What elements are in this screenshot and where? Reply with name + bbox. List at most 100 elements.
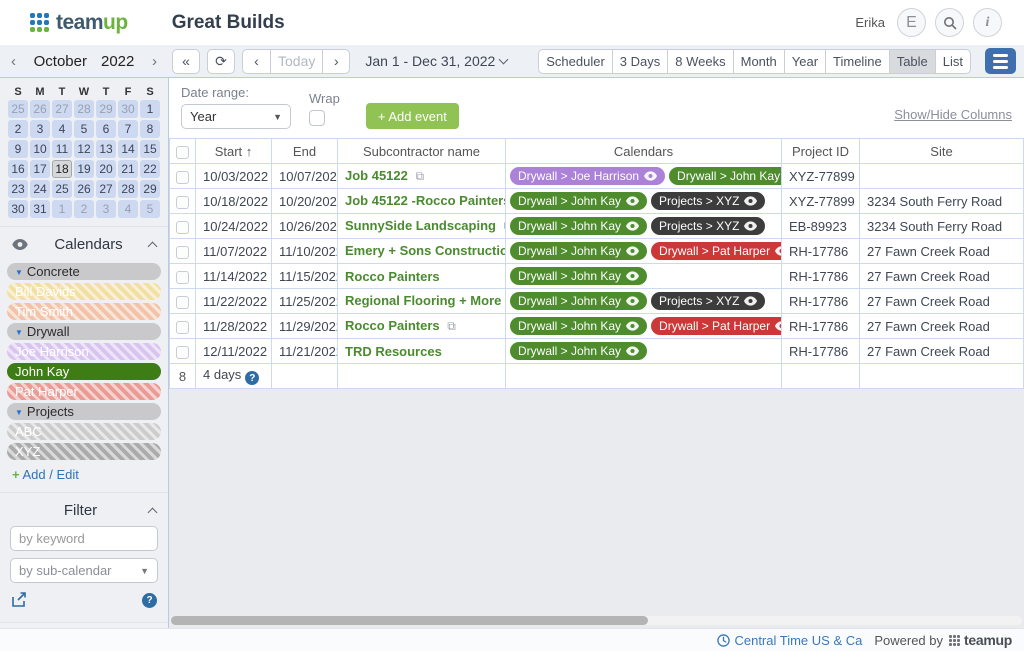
mini-calendar-day[interactable]: 31 (30, 200, 50, 218)
calendar-badge[interactable]: Drywall > John Kay (510, 217, 648, 235)
add-event-button[interactable]: + Add event (365, 103, 459, 129)
show-hide-columns-link[interactable]: Show/Hide Columns (894, 106, 1012, 122)
sub-calendar-abc[interactable]: ABC (7, 423, 161, 440)
column-header-calendars[interactable]: Calendars (505, 138, 782, 164)
refresh-button[interactable]: ⟳ (207, 48, 235, 74)
mini-calendar-day[interactable]: 28 (74, 100, 94, 118)
share-icon[interactable] (11, 592, 28, 608)
mini-calendar-day[interactable]: 3 (30, 120, 50, 138)
mini-calendar-day[interactable]: 1 (140, 100, 160, 118)
calendar-badge[interactable]: Drywall > John Kay (510, 317, 648, 335)
prev-period-button[interactable]: ‹ (242, 48, 270, 74)
mini-calendar-day[interactable]: 28 (118, 180, 138, 198)
mini-calendar-day[interactable]: 20 (96, 160, 116, 178)
calendar-folder-drywall[interactable]: ▼ Drywall (7, 323, 161, 340)
mini-calendar-day[interactable]: 4 (52, 120, 72, 138)
calendars-section-header[interactable]: Calendars (0, 227, 168, 260)
mini-calendar-day[interactable]: 26 (74, 180, 94, 198)
select-all-checkbox[interactable] (176, 145, 189, 159)
wrap-checkbox[interactable] (309, 110, 325, 126)
mini-calendar-day[interactable]: 15 (140, 140, 160, 158)
minical-prev-icon[interactable]: ‹ (11, 52, 16, 70)
user-avatar[interactable]: E (897, 8, 926, 37)
calendar-badge[interactable]: Drywall > John Kay (510, 342, 648, 360)
calendar-folder-concrete[interactable]: ▼ Concrete (7, 263, 161, 280)
mini-calendar-day[interactable]: 4 (118, 200, 138, 218)
mini-calendar-day[interactable]: 27 (52, 100, 72, 118)
date-range-selector[interactable]: Jan 1 - Dec 31, 2022 (365, 53, 509, 69)
sub-calendar-joe-harrison[interactable]: Joe Harrison (7, 343, 161, 360)
event-title-link[interactable]: SunnySide Landscaping ⧉ (337, 213, 506, 239)
view-tab-table[interactable]: Table (888, 48, 935, 74)
next-period-button[interactable]: › (322, 48, 351, 74)
mini-calendar-day[interactable]: 3 (96, 200, 116, 218)
timezone-link[interactable]: Central Time US & Ca (717, 633, 862, 648)
row-checkbox[interactable] (176, 170, 189, 184)
row-checkbox[interactable] (176, 345, 189, 359)
event-title-link[interactable]: Job 45122 -Rocco Painters ⧉ (337, 188, 506, 214)
view-tab-list[interactable]: List (934, 48, 971, 74)
mini-calendar-day[interactable]: 21 (118, 160, 138, 178)
mini-calendar-day[interactable]: 6 (96, 120, 116, 138)
calendar-badge[interactable]: Drywall > John Kay (510, 192, 648, 210)
calendar-badge[interactable]: Projects > XYZ (651, 217, 766, 235)
subcalendar-filter-select[interactable]: by sub-calendar ▼ (10, 558, 158, 583)
calendar-badge[interactable]: Drywall > John Kay (510, 267, 648, 285)
view-tab-8-weeks[interactable]: 8 Weeks (667, 48, 733, 74)
mini-calendar-day[interactable]: 17 (30, 160, 50, 178)
view-tab-scheduler[interactable]: Scheduler (538, 48, 612, 74)
duplicate-icon[interactable]: ⧉ (447, 319, 456, 333)
mini-calendar-day[interactable]: 2 (74, 200, 94, 218)
mini-calendar-day[interactable]: 29 (140, 180, 160, 198)
event-title-link[interactable]: TRD Resources (337, 338, 506, 364)
calendar-folder-projects[interactable]: ▼ Projects (7, 403, 161, 420)
row-checkbox[interactable] (176, 295, 189, 309)
minical-next-icon[interactable]: › (151, 52, 157, 70)
calendar-badge[interactable]: Drywall > Joe Harrison (510, 167, 666, 185)
sub-calendar-john-kay[interactable]: John Kay (7, 363, 161, 380)
column-header-start[interactable]: Start ↑ (195, 138, 272, 164)
column-header-site[interactable]: Site (859, 138, 1024, 164)
help-icon[interactable]: ? (142, 592, 157, 608)
collapse-sidebar-button[interactable]: « (172, 48, 200, 74)
mini-calendar-day[interactable]: 2 (8, 120, 28, 138)
column-header-end[interactable]: End (271, 138, 338, 164)
mini-calendar-day[interactable]: 25 (8, 100, 28, 118)
scrollbar-thumb[interactable] (171, 616, 648, 625)
mini-calendar-day[interactable]: 13 (96, 140, 116, 158)
row-checkbox[interactable] (176, 220, 189, 234)
mini-calendar-day[interactable]: 5 (140, 200, 160, 218)
filter-section-header[interactable]: Filter (0, 493, 168, 526)
keyword-filter-input[interactable]: by keyword (10, 526, 158, 551)
mini-calendar-day[interactable]: 10 (30, 140, 50, 158)
mini-calendar-day[interactable]: 25 (52, 180, 72, 198)
calendar-badge[interactable]: Drywall > Pat Harper (651, 317, 781, 335)
event-title-link[interactable]: Rocco Painters (337, 263, 506, 289)
mini-calendar-day[interactable]: 8 (140, 120, 160, 138)
help-icon[interactable]: ? (245, 371, 260, 386)
mini-calendar-day[interactable]: 23 (8, 180, 28, 198)
date-range-select[interactable]: Year ▼ (181, 104, 291, 129)
mini-calendar-day[interactable]: 29 (96, 100, 116, 118)
view-tab-year[interactable]: Year (783, 48, 826, 74)
sub-calendar-tim-smith[interactable]: Tim Smith (7, 303, 161, 320)
mini-calendar-day[interactable]: 14 (118, 140, 138, 158)
today-button[interactable]: Today (270, 48, 323, 74)
teamup-footer-logo[interactable]: teamup (949, 632, 1012, 648)
mini-calendar-day[interactable]: 19 (74, 160, 94, 178)
view-tab-month[interactable]: Month (732, 48, 784, 74)
event-title-link[interactable]: Rocco Painters ⧉ (337, 313, 506, 339)
duplicate-icon[interactable]: ⧉ (504, 219, 505, 233)
info-icon[interactable]: i (973, 8, 1002, 37)
sub-calendar-xyz[interactable]: XYZ (7, 443, 161, 460)
event-title-link[interactable]: Job 45122 ⧉ (337, 163, 506, 189)
column-header-subcontractor-name[interactable]: Subcontractor name (337, 138, 506, 164)
mini-calendar-day[interactable]: 7 (118, 120, 138, 138)
view-tab-timeline[interactable]: Timeline (825, 48, 889, 74)
calendar-badge[interactable]: Drywall > John Kay (510, 292, 648, 310)
menu-icon[interactable] (985, 48, 1016, 74)
calendar-badge[interactable]: Projects > XYZ (651, 192, 766, 210)
mini-calendar-day[interactable]: 5 (74, 120, 94, 138)
search-icon[interactable] (935, 8, 964, 37)
mini-calendar-day[interactable]: 30 (8, 200, 28, 218)
